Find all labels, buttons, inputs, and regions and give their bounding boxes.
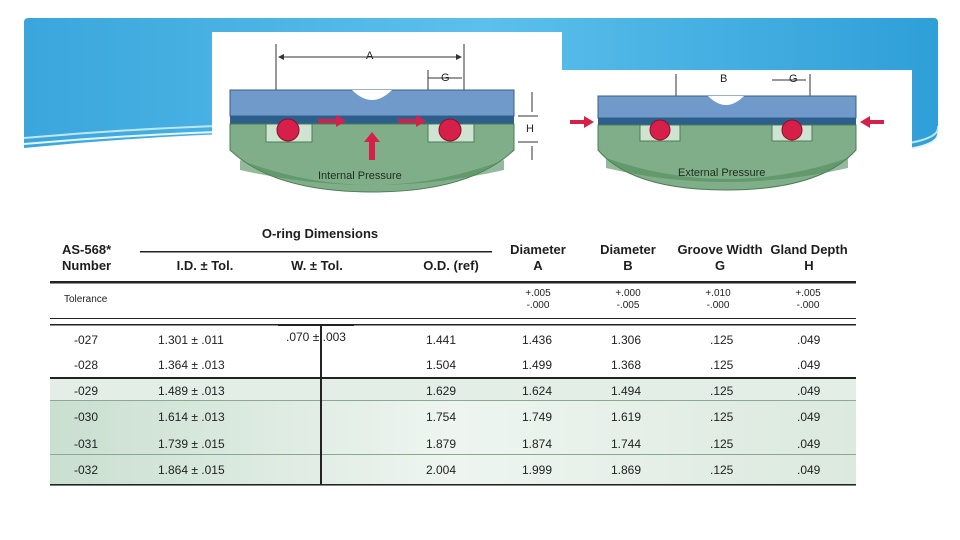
col-g-header-1: Groove Width <box>677 242 763 257</box>
row-a: 1.999 <box>522 463 553 477</box>
internal-pressure-diagram <box>212 32 562 196</box>
internal-pressure-caption: Internal Pressure <box>318 170 402 182</box>
row-a: 1.749 <box>522 410 553 424</box>
row-g: .125 <box>710 384 734 398</box>
row-h: .049 <box>797 333 821 347</box>
row-number: -030 <box>74 410 99 424</box>
col-g-header-2: G <box>714 258 726 273</box>
row-id: 1.364 ± .013 <box>158 358 225 372</box>
row-b: 1.619 <box>611 410 642 424</box>
col-b-header-1: Diameter <box>600 242 656 257</box>
row-od: 1.504 <box>426 358 457 372</box>
row-od: 2.004 <box>426 463 457 477</box>
dim-b-label: B <box>720 73 728 85</box>
row-id: 1.301 ± .011 <box>158 333 224 347</box>
row-b: 1.869 <box>611 463 642 477</box>
w-value: .070 ± .003 <box>286 330 346 344</box>
row-od: 1.629 <box>426 384 457 398</box>
row-number: -031 <box>74 437 99 451</box>
tol-a-minus: -.000 <box>526 300 550 311</box>
row-h: .049 <box>797 463 821 477</box>
row-number: -029 <box>74 384 99 398</box>
dim-h-label: H <box>526 123 534 135</box>
col-h-header-1: Gland Depth <box>770 242 848 257</box>
row-number: -028 <box>74 358 99 372</box>
tol-h-minus: -.000 <box>796 300 820 311</box>
external-pressure-diagram <box>562 70 912 196</box>
col-a-header-1: Diameter <box>510 242 566 257</box>
col-number-header-2: Number <box>62 258 112 273</box>
row-b: 1.744 <box>611 437 642 451</box>
row-b: 1.494 <box>611 384 642 398</box>
row-b: 1.368 <box>611 358 642 372</box>
col-od-header: O.D. (ref) <box>423 258 479 273</box>
row-od: 1.754 <box>426 410 457 424</box>
col-b-header-2: B <box>623 258 633 273</box>
col-h-header-2: H <box>804 258 814 273</box>
row-a: 1.436 <box>522 333 553 347</box>
row-od: 1.441 <box>426 333 457 347</box>
group-header: O-ring Dimensions <box>261 226 379 241</box>
tol-g-plus: +.010 <box>705 288 731 299</box>
tolerance-label: Tolerance <box>64 294 108 305</box>
row-g: .125 <box>710 358 734 372</box>
row-id: 1.489 ± .013 <box>158 384 225 398</box>
col-number-header-1: AS-568* <box>62 242 112 257</box>
table-background <box>50 251 856 486</box>
dim-a-label: A <box>366 50 374 62</box>
row-id: 1.739 ± .015 <box>158 437 225 451</box>
dim-g-label-external: G <box>789 73 798 85</box>
col-a-header-2: A <box>533 258 543 273</box>
row-h: .049 <box>797 410 821 424</box>
row-g: .125 <box>710 333 734 347</box>
tol-h-plus: +.005 <box>795 288 821 299</box>
col-id-header: I.D. ± Tol. <box>176 258 234 273</box>
row-g: .125 <box>710 463 734 477</box>
row-number: -027 <box>74 333 99 347</box>
row-g: .125 <box>710 437 734 451</box>
tol-g-minus: -.000 <box>706 300 730 311</box>
external-pressure-caption: External Pressure <box>678 167 766 179</box>
tol-b-minus: -.005 <box>616 300 640 311</box>
row-b: 1.306 <box>611 333 642 347</box>
oring-dimensions-table: O-ring Dimensions AS-568* Number I.D. ± … <box>50 222 856 488</box>
row-h: .049 <box>797 384 821 398</box>
row-a: 1.624 <box>522 384 553 398</box>
row-od: 1.879 <box>426 437 457 451</box>
tol-b-plus: +.000 <box>615 288 641 299</box>
row-id: 1.614 ± .013 <box>158 410 225 424</box>
row-a: 1.874 <box>522 437 553 451</box>
row-number: -032 <box>74 463 99 477</box>
col-w-header: W. ± Tol. <box>291 258 343 273</box>
row-id: 1.864 ± .015 <box>158 463 225 477</box>
dim-g-label-internal: G <box>441 72 450 84</box>
row-h: .049 <box>797 358 821 372</box>
tol-a-plus: +.005 <box>525 288 551 299</box>
gland-diagrams <box>212 32 912 196</box>
row-h: .049 <box>797 437 821 451</box>
row-a: 1.499 <box>522 358 553 372</box>
row-g: .125 <box>710 410 734 424</box>
